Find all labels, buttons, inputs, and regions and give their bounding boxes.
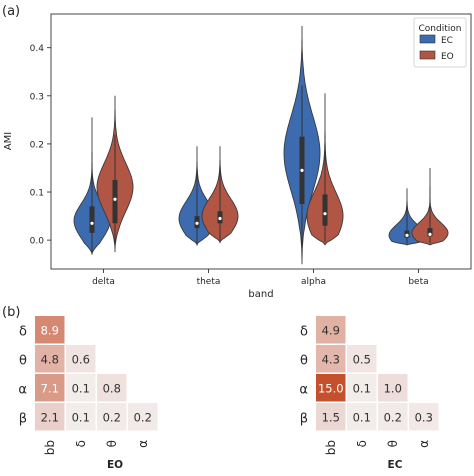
heatmap-cell xyxy=(35,403,65,431)
heatmap-row-label: α xyxy=(18,383,27,398)
heatmap-row-label: β xyxy=(300,412,308,427)
heatmap-cell-value: 4.3 xyxy=(322,352,340,366)
x-tick-label: beta xyxy=(408,277,428,287)
heatmap-cell xyxy=(128,403,158,431)
heatmap-col-label: α xyxy=(136,440,150,448)
heatmap-cell xyxy=(97,403,127,431)
heatmap-cell-value: 1.0 xyxy=(384,381,402,395)
heatmap-cell-value: 0.1 xyxy=(72,381,90,395)
violin-plot-area xyxy=(73,26,449,265)
heatmap-cell-value: 4.8 xyxy=(41,352,59,366)
heatmap-cell xyxy=(66,403,96,431)
heatmap-cell xyxy=(66,374,96,402)
violin-median-point xyxy=(90,221,94,225)
legend-title: Condition xyxy=(419,24,462,34)
heatmap-cell-value: 0.1 xyxy=(72,410,90,424)
heatmap-cell xyxy=(347,403,377,431)
heatmap-cell-value: 4.9 xyxy=(322,323,340,337)
heatmap-row-label: δ xyxy=(19,325,27,340)
heatmap-col-label: α xyxy=(417,440,431,448)
heatmap-col-label: bb xyxy=(43,440,57,455)
heatmap-cell xyxy=(316,316,346,344)
heatmap-cell-value: 0.2 xyxy=(103,410,121,424)
heatmap-cell xyxy=(316,374,346,402)
heatmap-cell xyxy=(97,374,127,402)
heatmap-cell-value: 0.3 xyxy=(415,410,433,424)
y-tick-label: 0.4 xyxy=(30,44,45,54)
x-axis-label: band xyxy=(248,289,273,300)
legend: Condition EC EO xyxy=(413,17,467,68)
legend-swatch-eo xyxy=(419,50,436,60)
heatmap-col-label: θ xyxy=(105,440,119,447)
violin-median-point xyxy=(405,233,409,237)
y-axis-label: AMI xyxy=(3,132,14,150)
heatmap-cell xyxy=(35,374,65,402)
violin-median-point xyxy=(300,168,304,172)
heatmap-cell xyxy=(409,403,439,431)
heatmap-cell xyxy=(316,345,346,373)
heatmap-cell xyxy=(35,345,65,373)
heatmap-row-label: δ xyxy=(300,325,308,340)
heatmap-cell-value: 0.8 xyxy=(103,381,121,395)
violin-median-point xyxy=(218,216,222,221)
heatmap-cell-value: 0.1 xyxy=(353,410,371,424)
heatmap-cell-value: 0.2 xyxy=(134,410,152,424)
heatmap-cell-value: 0.5 xyxy=(353,352,371,366)
heatmap-cell xyxy=(378,374,408,402)
y-tick-label: 0.3 xyxy=(30,92,44,102)
heatmap-col-label: θ xyxy=(386,440,400,447)
heatmap-cell xyxy=(347,374,377,402)
x-tick-label: alpha xyxy=(301,277,326,287)
heatmap-cell-value: 0.6 xyxy=(72,352,90,366)
heatmap-title: EC xyxy=(388,459,403,471)
heatmap-row-label: β xyxy=(19,412,27,427)
heatmap-cell-value: 0.1 xyxy=(353,381,371,395)
heatmap-cell xyxy=(35,316,65,344)
violin-iqr-box xyxy=(322,194,328,226)
heatmap-ec: δ 4.9θ 4.3 0.5α 15.0 0.1 1.0β 1.5 0.1 0.2 0.3bb δ θ α… xyxy=(299,316,439,471)
violin-median-point xyxy=(323,212,327,216)
heatmap-row-label: θ xyxy=(300,354,308,369)
y-axis: 0.0 0.1 0.2 0.3 0.4 xyxy=(30,44,51,247)
violin-iqr-box xyxy=(427,228,433,237)
x-tick-label: theta xyxy=(197,277,221,287)
legend-swatch-ec xyxy=(419,34,436,44)
heatmap-cell-value: 0.2 xyxy=(384,410,402,424)
violin-iqr-box xyxy=(89,206,95,233)
violin-median-point xyxy=(195,221,199,225)
x-axis: delta theta alpha beta xyxy=(92,269,429,287)
heatmap-cell-value: 15.0 xyxy=(318,381,344,395)
violin-iqr-box xyxy=(112,179,118,224)
heatmap-title: EO xyxy=(107,459,123,471)
heatmap-col-label: δ xyxy=(74,440,88,447)
panel-a-label: (a) xyxy=(2,4,20,19)
heatmap-row-label: θ xyxy=(19,354,27,369)
heatmap-cell xyxy=(316,403,346,431)
heatmap-cell-value: 2.1 xyxy=(41,410,59,424)
y-tick-label: 0.0 xyxy=(30,237,45,247)
heatmap-eo: δ 8.9θ 4.8 0.6α 7.1 0.1 0.8β 2.1 0.1 0.2 0.2bb δ θ αE… xyxy=(18,316,158,471)
heatmap-row-label: α xyxy=(299,383,308,398)
heatmap-cell xyxy=(378,403,408,431)
y-tick-label: 0.1 xyxy=(30,189,44,199)
heatmap-cell-value: 1.5 xyxy=(322,410,340,424)
heatmap-cell xyxy=(66,345,96,373)
heatmap-cell-value: 7.1 xyxy=(41,381,59,395)
violin-median-point xyxy=(113,197,117,201)
y-tick-label: 0.2 xyxy=(30,140,44,150)
violin-median-point xyxy=(428,232,432,236)
legend-label-eo: EO xyxy=(441,52,454,62)
violin-plot-frame xyxy=(50,13,472,270)
heatmap-cell xyxy=(347,345,377,373)
heatmap-col-label: δ xyxy=(355,440,369,447)
heatmap-cell-value: 8.9 xyxy=(41,323,59,337)
x-tick-label: delta xyxy=(92,277,115,287)
legend-label-ec: EC xyxy=(441,36,453,46)
heatmap-col-label: bb xyxy=(324,440,338,455)
panel-b-label: (b) xyxy=(2,305,20,320)
